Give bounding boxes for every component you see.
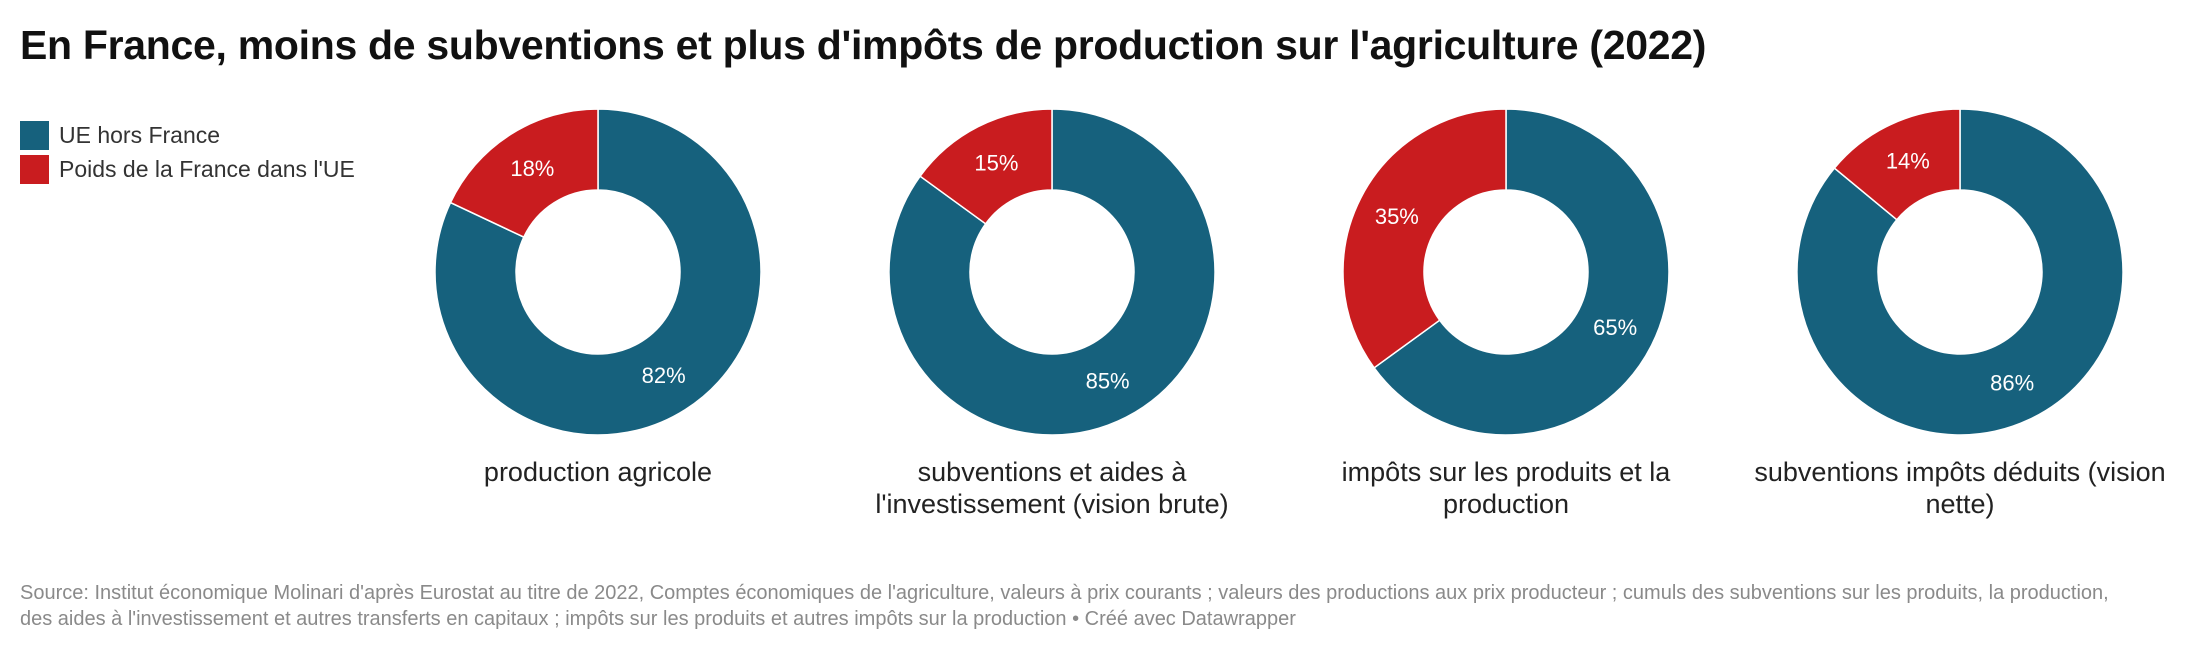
chart-title: En France, moins de subventions et plus … — [20, 22, 1707, 68]
donut-charts: 82% 18% 85% 15% 65% 35% 86% 14% — [434, 108, 2124, 436]
donut-chart: 65% 35% — [1342, 108, 1670, 436]
slice-percent-label: 85% — [1086, 369, 1130, 394]
donut-slice-ue-hors-france — [1373, 108, 1670, 436]
donut-slice-france — [1833, 108, 1961, 221]
chart-caption: impôts sur les produits et la production — [1341, 457, 1671, 519]
legend-label: UE hors France — [59, 121, 221, 148]
donut-slice-ue-hors-france — [1796, 108, 2124, 436]
legend-swatch-france — [20, 154, 49, 184]
donut-slice-ue-hors-france — [434, 108, 762, 436]
donut-slice-ue-hors-france — [888, 108, 1216, 436]
slice-percent-label: 14% — [1886, 149, 1930, 174]
donut-slice-france — [449, 108, 599, 239]
slice-percent-label: 35% — [1375, 204, 1419, 229]
legend-item-ue-hors-france: UE hors France — [20, 118, 355, 152]
chart-caption: subventions impôts déduits (vision nette… — [1754, 457, 2166, 519]
legend-item-france: Poids de la France dans l'UE — [20, 152, 355, 186]
slice-percent-label: 15% — [974, 150, 1018, 175]
donut-slice-france — [919, 108, 1053, 225]
donut-chart: 82% 18% — [434, 108, 762, 436]
slice-percent-label: 86% — [1990, 370, 2034, 395]
slice-percent-label: 18% — [510, 156, 554, 181]
chart-caption: subventions et aides à l'investissement … — [875, 457, 1229, 519]
donut-chart: 86% 14% — [1796, 108, 2124, 436]
legend: UE hors France Poids de la France dans l… — [20, 118, 355, 186]
slice-percent-label: 65% — [1593, 315, 1637, 340]
slice-percent-label: 82% — [642, 363, 686, 388]
source-note: Source: Institut économique Molinari d'a… — [20, 582, 2109, 630]
chart-caption: production agricole — [483, 457, 713, 487]
legend-label: Poids de la France dans l'UE — [59, 155, 355, 182]
legend-swatch-ue-hors-france — [20, 120, 49, 150]
donut-chart: 85% 15% — [888, 108, 1216, 436]
donut-slice-france — [1342, 108, 1507, 369]
